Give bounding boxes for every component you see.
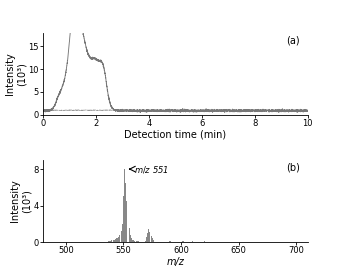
Text: (b): (b) bbox=[286, 162, 300, 172]
Bar bbox=[153, 240, 154, 242]
Bar bbox=[181, 241, 182, 242]
Bar bbox=[129, 228, 130, 242]
Bar bbox=[109, 241, 110, 242]
Bar bbox=[131, 239, 132, 242]
Bar bbox=[152, 239, 153, 242]
Bar bbox=[108, 241, 109, 242]
Bar bbox=[203, 241, 205, 242]
Bar bbox=[149, 232, 150, 242]
Bar bbox=[113, 240, 114, 242]
X-axis label: Detection time (min): Detection time (min) bbox=[124, 129, 226, 139]
Bar bbox=[138, 241, 139, 242]
Bar bbox=[146, 237, 147, 242]
Y-axis label: Intensity
(10³): Intensity (10³) bbox=[5, 52, 27, 95]
Bar bbox=[116, 239, 117, 242]
Bar bbox=[110, 241, 111, 242]
Bar bbox=[182, 241, 183, 242]
Bar bbox=[123, 196, 124, 242]
Bar bbox=[192, 241, 193, 242]
Bar bbox=[125, 183, 126, 242]
Y-axis label: Intensity
(10³): Intensity (10³) bbox=[10, 180, 32, 222]
Text: (a): (a) bbox=[286, 35, 300, 45]
Bar bbox=[118, 237, 119, 242]
Bar bbox=[145, 241, 146, 242]
Bar bbox=[147, 233, 148, 242]
Bar bbox=[115, 239, 116, 242]
Bar bbox=[128, 217, 129, 242]
Bar bbox=[132, 240, 133, 242]
Bar bbox=[150, 236, 152, 242]
Bar bbox=[137, 241, 138, 242]
Bar bbox=[130, 235, 131, 242]
Bar bbox=[134, 241, 135, 242]
Bar bbox=[119, 235, 120, 242]
Bar bbox=[183, 241, 184, 242]
Bar bbox=[148, 229, 149, 242]
Bar bbox=[114, 240, 115, 242]
Text: $m/z$ 551: $m/z$ 551 bbox=[134, 163, 169, 175]
Bar bbox=[124, 169, 125, 242]
Bar bbox=[170, 241, 171, 242]
Bar bbox=[117, 237, 118, 242]
Bar bbox=[169, 241, 170, 242]
Bar bbox=[122, 224, 123, 242]
Bar bbox=[133, 240, 134, 242]
X-axis label: m/z: m/z bbox=[166, 257, 184, 267]
Bar bbox=[111, 240, 113, 242]
